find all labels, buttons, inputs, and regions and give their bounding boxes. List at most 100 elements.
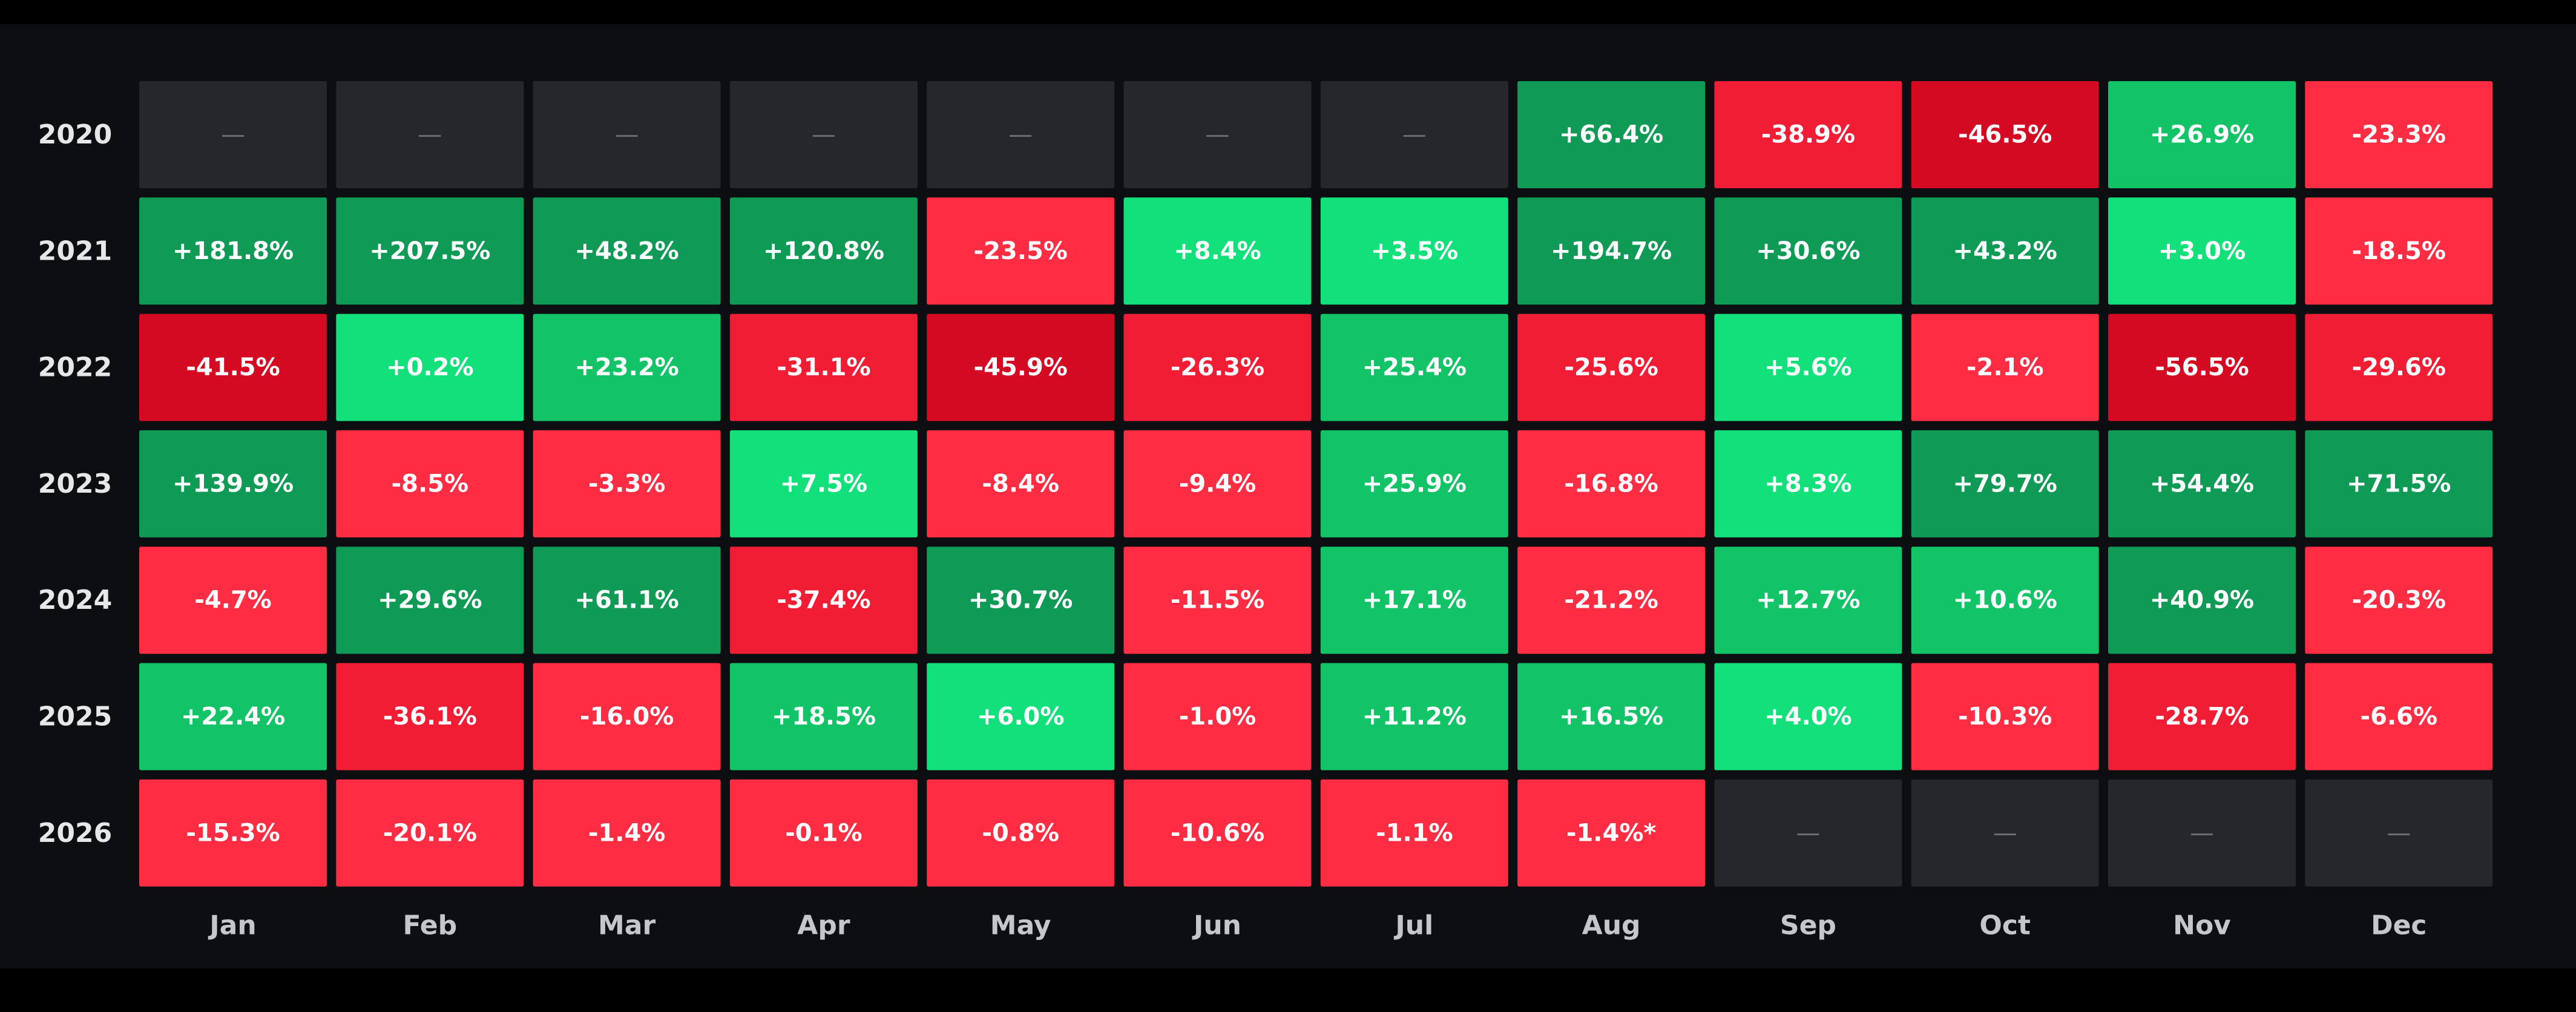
heatmap-cell-2026-sep: — bbox=[1714, 779, 1902, 887]
cell-value-label: +26.9% bbox=[2150, 121, 2254, 149]
cell-value-label: -6.6% bbox=[2361, 703, 2438, 731]
cell-fill bbox=[729, 314, 918, 421]
cell-value-label: -9.4% bbox=[1179, 470, 1257, 498]
heatmap-cell-2025-aug: +16.5% bbox=[1517, 663, 1706, 770]
cell-value-label: — bbox=[2190, 819, 2214, 847]
cell-fill bbox=[1911, 547, 2099, 654]
cell-value-label: -15.3% bbox=[186, 819, 280, 847]
cell-value-label: +17.1% bbox=[1362, 586, 1467, 614]
cell-value-label: -37.4% bbox=[777, 586, 870, 614]
cell-value-label: +71.5% bbox=[2347, 470, 2451, 498]
column-label-nov: Nov bbox=[2173, 910, 2231, 941]
cell-fill bbox=[1911, 663, 2099, 770]
cell-value-label: -1.4% bbox=[588, 819, 666, 847]
cell-fill bbox=[533, 547, 721, 654]
cell-fill bbox=[1517, 81, 1706, 188]
column-label-aug: Aug bbox=[1582, 910, 1641, 941]
heatmap-cell-2023-jan: +139.9% bbox=[139, 430, 327, 537]
heatmap-cell-2020-jan: — bbox=[139, 81, 327, 188]
cell-fill bbox=[729, 430, 918, 537]
column-label-jan: Jan bbox=[208, 910, 256, 941]
heatmap-cell-2022-jul: +25.4% bbox=[1320, 314, 1508, 421]
cell-value-label: +3.0% bbox=[2158, 237, 2246, 265]
cell-fill bbox=[1123, 547, 1312, 654]
heatmap-cell-2023-aug: -16.8% bbox=[1517, 430, 1706, 537]
cell-fill bbox=[1517, 663, 1706, 770]
cell-fill bbox=[2108, 663, 2296, 770]
row-label-2022: 2022 bbox=[38, 352, 112, 383]
cell-fill bbox=[533, 779, 721, 887]
heatmap-cell-2026-apr: -0.1% bbox=[729, 779, 918, 887]
heatmap-cell-2024-jul: +17.1% bbox=[1320, 547, 1508, 654]
heatmap-cell-2020-feb: — bbox=[336, 81, 524, 188]
cell-value-label: -28.7% bbox=[2155, 703, 2249, 731]
cell-fill bbox=[1911, 430, 2099, 537]
cell-value-label: — bbox=[221, 121, 245, 149]
heatmap-cell-2024-jun: -11.5% bbox=[1123, 547, 1312, 654]
cell-fill bbox=[927, 197, 1115, 305]
cell-fill bbox=[1714, 430, 1902, 537]
heatmap-cell-2021-jan: +181.8% bbox=[139, 197, 327, 305]
cell-fill bbox=[336, 779, 524, 887]
cell-fill bbox=[139, 663, 327, 770]
column-label-apr: Apr bbox=[797, 910, 850, 941]
cell-fill bbox=[729, 663, 918, 770]
row-label-2021: 2021 bbox=[38, 235, 112, 266]
cell-fill bbox=[2108, 81, 2296, 188]
cell-value-label: -56.5% bbox=[2155, 353, 2249, 381]
cell-value-label: — bbox=[1796, 819, 1820, 847]
cell-value-label: — bbox=[418, 121, 442, 149]
heatmap-cell-2026-oct: — bbox=[1911, 779, 2099, 887]
cell-value-label: +139.9% bbox=[172, 470, 294, 498]
cell-fill bbox=[336, 547, 524, 654]
cell-fill bbox=[729, 81, 918, 188]
cell-value-label: +6.0% bbox=[977, 703, 1064, 731]
heatmap-cell-2022-jun: -26.3% bbox=[1123, 314, 1312, 421]
cell-value-label: +29.6% bbox=[378, 586, 482, 614]
heatmap-cell-2025-jul: +11.2% bbox=[1320, 663, 1508, 770]
cell-fill bbox=[1714, 547, 1902, 654]
cell-value-label: +12.7% bbox=[1756, 586, 1860, 614]
cell-fill bbox=[2108, 430, 2296, 537]
cell-value-label: +120.8% bbox=[763, 237, 884, 265]
cell-fill bbox=[2108, 547, 2296, 654]
cell-value-label: — bbox=[1206, 121, 1230, 149]
cell-value-label: -10.3% bbox=[1958, 703, 2052, 731]
cell-value-label: -29.6% bbox=[2352, 353, 2446, 381]
heatmap-cell-2024-aug: -21.2% bbox=[1517, 547, 1706, 654]
cell-value-label: +79.7% bbox=[1953, 470, 2057, 498]
cell-value-label: +0.2% bbox=[386, 353, 473, 381]
cell-fill bbox=[729, 779, 918, 887]
cell-fill bbox=[927, 314, 1115, 421]
cell-value-label: +25.9% bbox=[1362, 470, 1467, 498]
cell-value-label: — bbox=[615, 121, 639, 149]
cell-fill bbox=[1714, 779, 1902, 887]
cell-value-label: +8.4% bbox=[1174, 237, 1261, 265]
cell-value-label: +181.8% bbox=[172, 237, 294, 265]
heatmap-cell-2022-nov: -56.5% bbox=[2108, 314, 2296, 421]
cell-fill bbox=[927, 663, 1115, 770]
cell-value-label: +5.6% bbox=[1764, 353, 1852, 381]
heatmap-cell-2025-apr: +18.5% bbox=[729, 663, 918, 770]
cell-value-label: -2.1% bbox=[1966, 353, 2044, 381]
cell-value-label: -18.5% bbox=[2352, 237, 2446, 265]
cell-fill bbox=[1714, 663, 1902, 770]
cell-value-label: +7.5% bbox=[780, 470, 867, 498]
cell-fill bbox=[139, 547, 327, 654]
cell-fill bbox=[1320, 314, 1508, 421]
cell-value-label: -23.5% bbox=[974, 237, 1068, 265]
cell-value-label: +11.2% bbox=[1362, 703, 1467, 731]
cell-value-label: -11.5% bbox=[1171, 586, 1264, 614]
cell-value-label: -23.3% bbox=[2352, 121, 2446, 149]
heatmap-cell-2025-feb: -36.1% bbox=[336, 663, 524, 770]
heatmap-cell-2021-apr: +120.8% bbox=[729, 197, 918, 305]
heatmap-cell-2026-mar: -1.4% bbox=[533, 779, 721, 887]
row-label-2020: 2020 bbox=[38, 119, 112, 150]
cell-value-label: +18.5% bbox=[772, 703, 876, 731]
heatmap-cell-2024-jan: -4.7% bbox=[139, 547, 327, 654]
cell-fill bbox=[533, 663, 721, 770]
heatmap-cell-2024-dec: -20.3% bbox=[2305, 547, 2493, 654]
cell-fill bbox=[139, 81, 327, 188]
heatmap-cell-2023-oct: +79.7% bbox=[1911, 430, 2099, 537]
cell-fill bbox=[1517, 547, 1706, 654]
